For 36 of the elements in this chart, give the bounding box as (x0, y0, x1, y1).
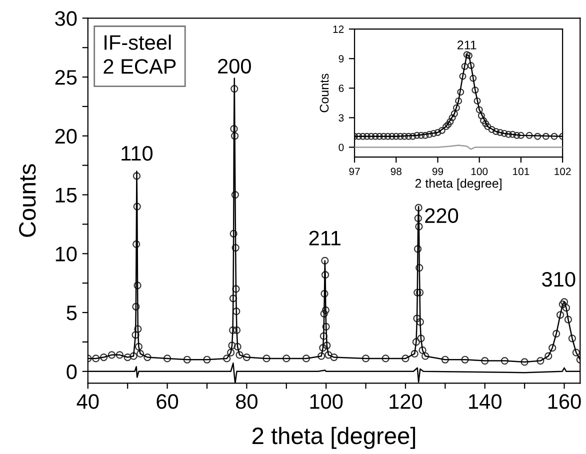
x-tick-label: 120 (390, 394, 422, 409)
x-tick-label: 100 (310, 394, 343, 409)
x-tick-label: 101 (513, 168, 530, 176)
x-tick-label: 102 (554, 168, 571, 176)
annotation: IF-steel 2 ECAP (104, 34, 176, 74)
x-tick-label: 160 (548, 394, 581, 409)
x-tick-label: 98 (390, 168, 402, 176)
y-tick-label: 3 (338, 114, 344, 122)
y-tick-label: 30 (55, 11, 77, 26)
y-tick-label: 15 (56, 188, 77, 203)
y-axis-title: Counts (320, 74, 329, 112)
y-tick-label: 6 (338, 84, 344, 92)
x-axis-title: 2 theta [degree] (415, 178, 502, 190)
x-tick-label: 99 (432, 168, 444, 176)
x-axis-title: 2 theta [degree] (252, 426, 416, 449)
annotation: 110 (122, 146, 153, 161)
y-tick-label: 12 (333, 26, 344, 33)
y-tick-label: 5 (66, 306, 77, 320)
annotation: 310 (542, 272, 576, 287)
x-tick-label: 97 (349, 168, 360, 176)
y-tick-label: 10 (56, 246, 77, 262)
x-tick-label: 100 (471, 168, 488, 176)
x-tick-label: 80 (236, 394, 258, 409)
annotation: 211 (309, 230, 340, 246)
y-tick-label: 25 (55, 70, 77, 85)
x-tick-label: 60 (156, 394, 178, 409)
annotation: 220 (425, 208, 458, 224)
y-axis-title: Counts (19, 164, 36, 237)
annotation: 211 (458, 40, 476, 50)
x-tick-label: 140 (469, 394, 502, 409)
annotation: 200 (218, 58, 251, 74)
y-tick-label: 0 (338, 144, 344, 152)
x-tick-label: 40 (76, 394, 99, 409)
y-tick-label: 20 (55, 128, 77, 144)
y-tick-label: 9 (338, 55, 344, 62)
y-tick-label: 0 (66, 364, 77, 380)
